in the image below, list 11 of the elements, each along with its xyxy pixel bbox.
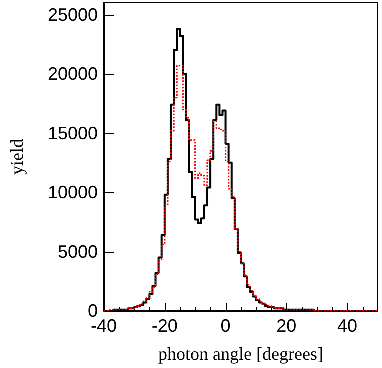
y-tick-label: 15000 xyxy=(48,123,98,144)
y-tick-label: 5000 xyxy=(58,242,98,262)
y-tick-label: 20000 xyxy=(48,64,98,84)
y-tick-label: 10000 xyxy=(48,182,98,203)
x-tick-label: 40 xyxy=(338,316,358,336)
x-tick-label: -20 xyxy=(152,316,178,336)
y-tick-label: 25000 xyxy=(48,4,98,25)
x-tick-label: 20 xyxy=(276,316,297,336)
x-tick-label: 0 xyxy=(220,316,231,336)
x-axis-title: photon angle [degrees] xyxy=(158,344,324,364)
y-axis-title: yield xyxy=(7,139,27,175)
